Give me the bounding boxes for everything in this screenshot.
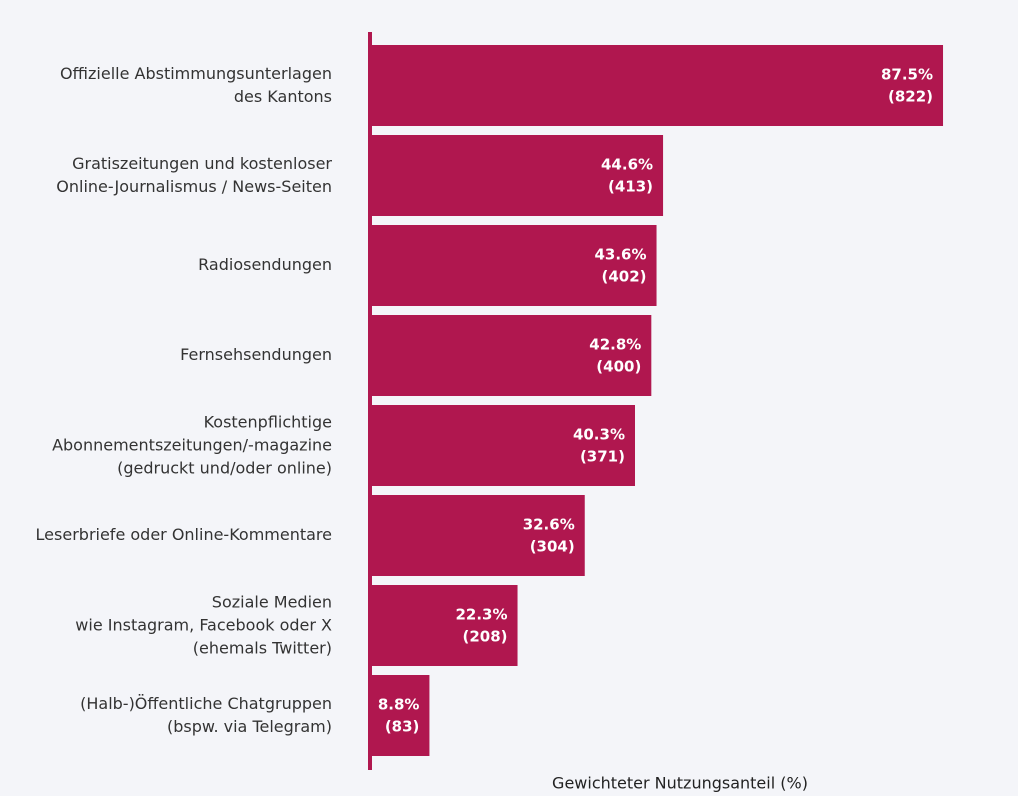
category-label: Kostenpflichtige Abonnementszeitungen/-ma… (52, 412, 332, 477)
bar (372, 495, 585, 576)
bar (372, 405, 635, 486)
y-axis-line (368, 32, 372, 770)
bar (372, 45, 944, 126)
value-label: 42.8% (400) (589, 335, 641, 375)
bar (372, 585, 518, 666)
category-label: Offizielle Abstimmungsunterlagen des Kant… (60, 64, 332, 106)
value-label: 32.6% (304) (523, 515, 575, 555)
value-label: 44.6% (413) (601, 155, 653, 195)
category-label: Fernsehsendungen (180, 345, 332, 364)
value-label: 8.8% (83) (378, 695, 420, 735)
value-label: 43.6% (402) (594, 245, 646, 285)
bar (372, 135, 664, 216)
category-label: Radiosendungen (198, 255, 332, 274)
value-label: 87.5% (822) (881, 65, 933, 105)
category-label: Soziale Medien wie Instagram, Facebook od… (75, 592, 332, 657)
category-label: Gratiszeitungen und kostenloser Online-Jo… (56, 154, 332, 196)
x-axis-label: Gewichteter Nutzungsanteil (%) (552, 774, 808, 793)
bar (372, 675, 430, 756)
value-label: 40.3% (371) (573, 425, 625, 465)
value-label: 22.3% (208) (455, 605, 507, 645)
bar (372, 225, 657, 306)
category-label: (Halb-)Öffentliche Chatgruppen (bspw. via… (80, 694, 332, 736)
bar (372, 315, 652, 396)
category-label: Leserbriefe oder Online-Kommentare (36, 525, 332, 544)
